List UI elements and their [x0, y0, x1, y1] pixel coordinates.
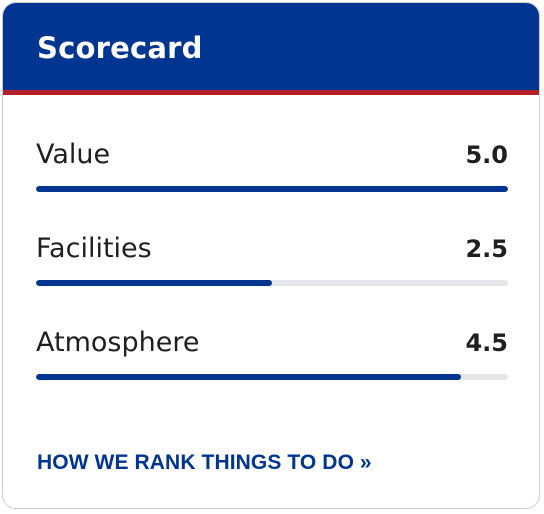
score-bar-fill — [36, 374, 461, 380]
score-bar-track — [36, 186, 508, 192]
score-label: Facilities — [36, 233, 152, 264]
score-bar-fill — [36, 186, 508, 192]
score-bar-fill — [36, 280, 272, 286]
score-bar-track — [36, 280, 508, 286]
how-we-rank-link[interactable]: HOW WE RANK THINGS TO DO » — [37, 451, 372, 474]
score-row-facilities: Facilities 2.5 — [36, 232, 508, 292]
score-bar-track — [36, 374, 508, 380]
score-label: Value — [36, 139, 111, 170]
score-value: 4.5 — [465, 329, 508, 357]
scorecard-card: Scorecard Value 5.0 Facilities 2.5 Atmos… — [2, 2, 540, 509]
score-label: Atmosphere — [36, 327, 200, 358]
scorecard-title: Scorecard — [37, 30, 203, 65]
score-row-value: Value 5.0 — [36, 138, 508, 198]
score-row-atmosphere: Atmosphere 4.5 — [36, 326, 508, 386]
scorecard-header: Scorecard — [3, 3, 539, 95]
score-value: 2.5 — [465, 235, 508, 263]
score-value: 5.0 — [465, 141, 508, 169]
